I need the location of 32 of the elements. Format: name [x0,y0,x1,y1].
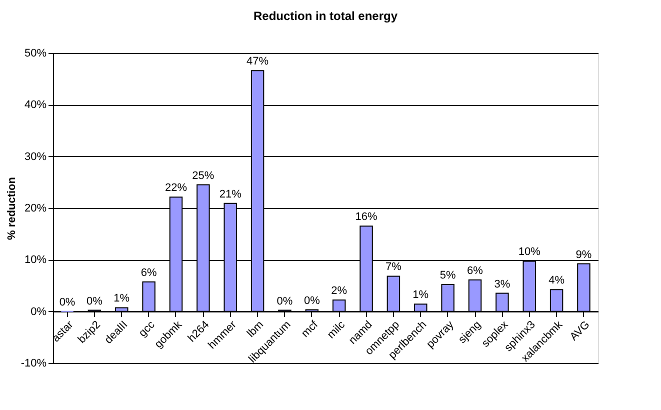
data-label: 9% [576,248,592,261]
data-label: 5% [440,269,456,282]
data-label: 0% [59,296,76,308]
data-label: 16% [355,211,378,224]
data-label: 1% [114,292,130,305]
y-tick-label: 30% [24,150,47,163]
data-label: 21% [219,188,242,200]
y-tick-label: -10% [20,358,47,370]
data-label: 1% [412,289,429,302]
chart-title: Reduction in total energy [253,9,398,23]
y-tick-label: 40% [24,99,47,112]
data-label: 10% [518,246,541,258]
data-label: 0% [276,295,293,308]
data-label: 6% [140,266,157,279]
x-tick-label: milc [325,318,348,342]
data-label: 6% [467,264,484,277]
x-tick-label: gcc [136,318,158,340]
data-label: 47% [246,56,269,68]
x-tick-label: mcf [299,318,322,340]
data-label: 25% [192,170,214,182]
y-tick-label: 20% [24,202,47,214]
data-label: 3% [494,278,510,290]
data-label: 0% [86,295,103,308]
y-axis-title: % reduction [6,176,18,240]
data-label: 7% [386,261,402,274]
y-tick-label: 0% [30,306,47,318]
data-label: 4% [548,274,565,287]
data-label: 0% [304,294,320,307]
y-tick-label: 10% [24,254,47,266]
data-label: 2% [331,284,348,297]
data-label: 22% [164,182,188,194]
y-tick-label: 50% [24,48,47,60]
